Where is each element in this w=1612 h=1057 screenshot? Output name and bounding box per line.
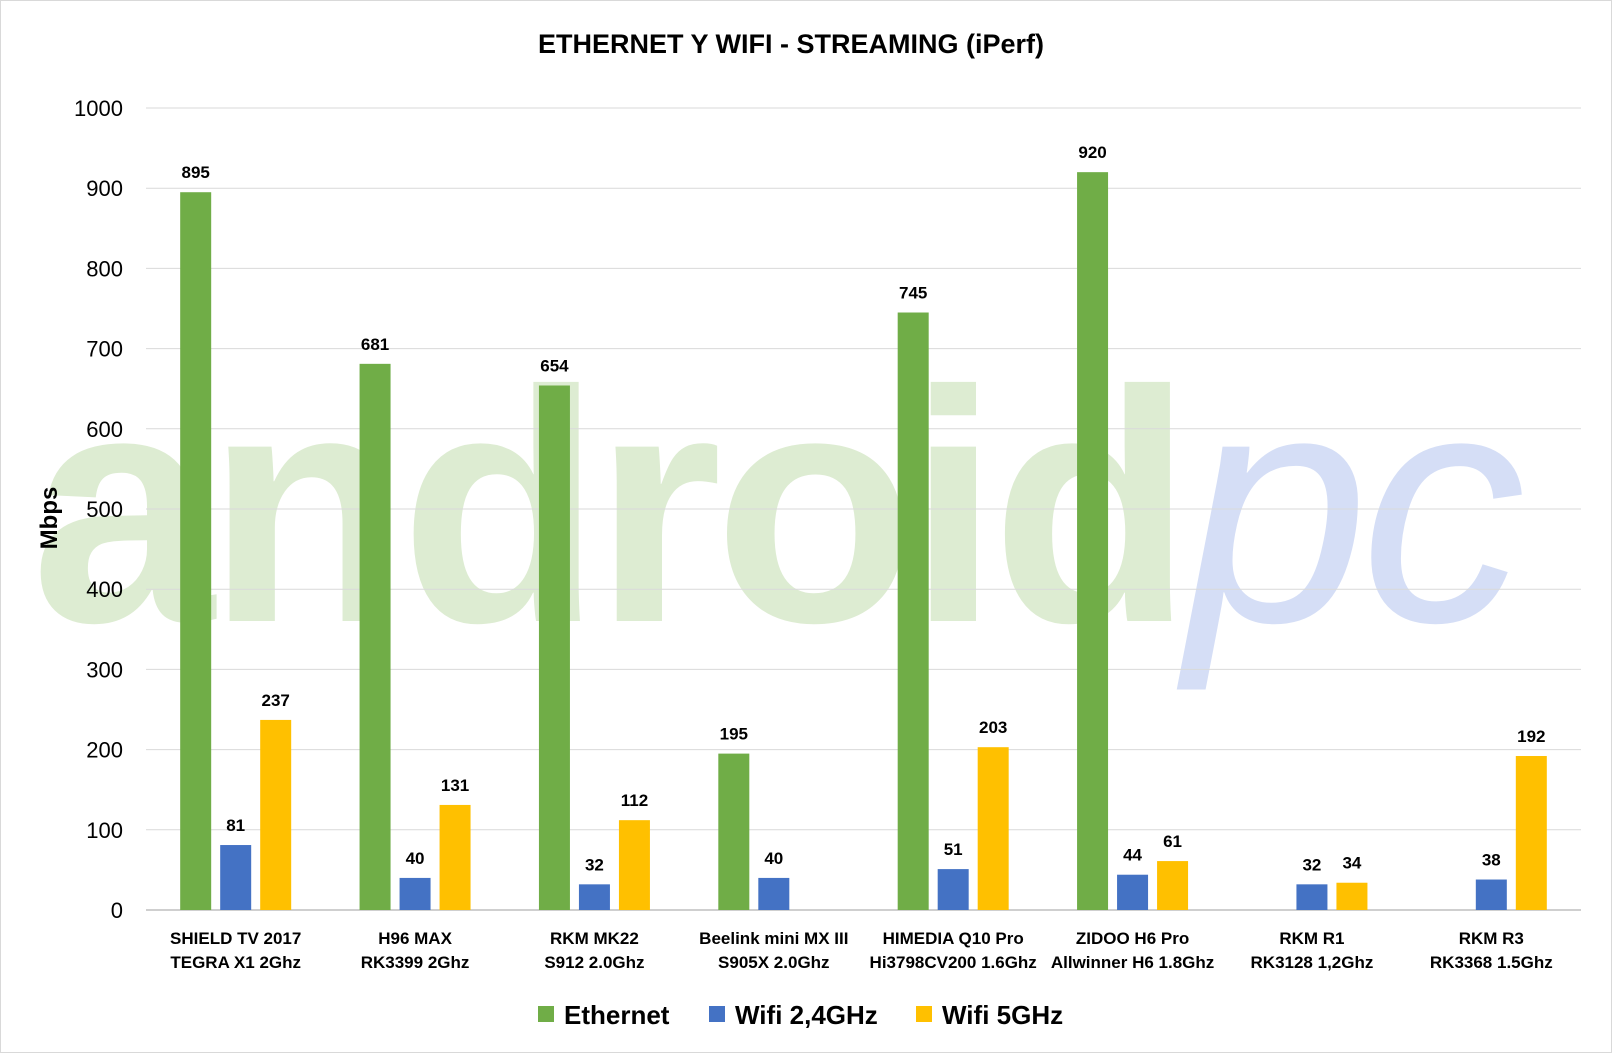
data-label: 237 <box>262 691 290 710</box>
watermark: androidpc <box>31 322 1533 693</box>
legend-label: Wifi 2,4GHz <box>735 1000 878 1030</box>
legend-swatch <box>916 1006 932 1022</box>
data-label: 61 <box>1163 832 1182 851</box>
bar <box>718 753 750 910</box>
data-label: 920 <box>1078 143 1106 162</box>
x-tick-label: Beelink mini MX III <box>699 929 848 948</box>
data-label: 38 <box>1482 851 1501 870</box>
data-label: 745 <box>899 284 927 303</box>
bar <box>180 192 212 910</box>
bar <box>1117 874 1149 910</box>
data-label: 203 <box>979 718 1007 737</box>
y-axis-label: Mbps <box>36 487 63 550</box>
y-tick-label: 900 <box>86 176 123 201</box>
x-tick-label: TEGRA X1 2Ghz <box>170 953 301 972</box>
bar <box>538 385 570 910</box>
watermark-android: androidpc <box>31 322 1525 693</box>
y-tick-label: 700 <box>86 337 123 362</box>
y-tick-label: 300 <box>86 657 123 682</box>
x-tick-label: HIMEDIA Q10 Pro <box>883 929 1024 948</box>
bar <box>1157 861 1189 910</box>
bar <box>399 877 431 910</box>
watermark-pc-part: pc <box>1175 322 1526 693</box>
data-label: 112 <box>621 791 648 810</box>
data-label: 195 <box>720 725 748 744</box>
watermark-android-part: android <box>31 322 1185 691</box>
bar <box>897 312 929 910</box>
y-tick-label: 100 <box>86 818 123 843</box>
bar <box>1475 879 1507 910</box>
bar <box>220 845 252 910</box>
legend-label: Ethernet <box>564 1000 670 1030</box>
bar <box>937 869 969 910</box>
data-label: 895 <box>182 163 210 182</box>
data-label: 44 <box>1123 846 1142 865</box>
bars <box>180 172 1547 910</box>
x-tick-label: Allwinner H6 1.8Ghz <box>1051 953 1214 972</box>
x-tick-label: RKM R1 <box>1279 929 1344 948</box>
data-label: 51 <box>944 840 963 859</box>
y-tick-label: 200 <box>86 738 123 763</box>
chart-title: ETHERNET Y WIFI - STREAMING (iPerf) <box>538 29 1044 59</box>
x-tick-label: ZIDOO H6 Pro <box>1076 929 1189 948</box>
bar <box>1077 172 1109 910</box>
bar <box>618 820 650 910</box>
x-tick-label: Hi3798CV200 1.6Ghz <box>870 953 1037 972</box>
bar <box>1515 756 1547 910</box>
bar <box>977 747 1009 910</box>
data-label: 34 <box>1342 854 1361 873</box>
data-label: 32 <box>1302 855 1321 874</box>
data-label: 40 <box>406 849 425 868</box>
data-labels: 895 81 237 681 40 131 654 32 112 195 40 745 51 203 920… <box>182 143 1546 874</box>
legend-swatch <box>538 1006 554 1022</box>
y-tick-label: 500 <box>86 497 123 522</box>
x-tick-label: H96 MAX <box>378 929 452 948</box>
x-tick-label: S912 2.0Ghz <box>544 953 644 972</box>
x-tick-label: RK3368 1.5Ghz <box>1430 953 1553 972</box>
x-tick-label: S905X 2.0Ghz <box>718 953 830 972</box>
x-axis-ticks: SHIELD TV 2017 TEGRA X1 2Ghz H96 MAX RK3399… <box>170 929 1553 972</box>
bar <box>1336 882 1368 910</box>
x-tick-label: RK3128 1,2Ghz <box>1251 953 1374 972</box>
bar <box>359 363 391 910</box>
legend: Ethernet Wifi 2,4GHz Wifi 5GHz <box>538 1000 1063 1030</box>
x-tick-label: RK3399 2Ghz <box>361 953 470 972</box>
bar <box>758 877 790 910</box>
data-label: 681 <box>361 335 389 354</box>
y-axis-ticks: 0 100 200 300 400 500 600 700 800 900 1000 <box>74 96 123 923</box>
data-label: 192 <box>1517 727 1545 746</box>
y-tick-label: 1000 <box>74 96 123 121</box>
bar <box>1296 884 1328 910</box>
legend-swatch <box>709 1006 725 1022</box>
data-label: 40 <box>764 849 783 868</box>
bar <box>439 804 471 910</box>
x-tick-label: RKM R3 <box>1459 929 1524 948</box>
bar <box>260 719 292 910</box>
y-tick-label: 600 <box>86 417 123 442</box>
x-tick-label: RKM MK22 <box>550 929 639 948</box>
y-tick-label: 0 <box>111 898 123 923</box>
bar <box>578 884 610 910</box>
y-tick-label: 800 <box>86 256 123 281</box>
legend-label: Wifi 5GHz <box>942 1000 1063 1030</box>
x-tick-label: SHIELD TV 2017 <box>170 929 301 948</box>
data-label: 81 <box>226 816 245 835</box>
data-label: 32 <box>585 855 604 874</box>
data-label: 654 <box>540 356 569 375</box>
y-tick-label: 400 <box>86 577 123 602</box>
data-label: 131 <box>441 776 469 795</box>
